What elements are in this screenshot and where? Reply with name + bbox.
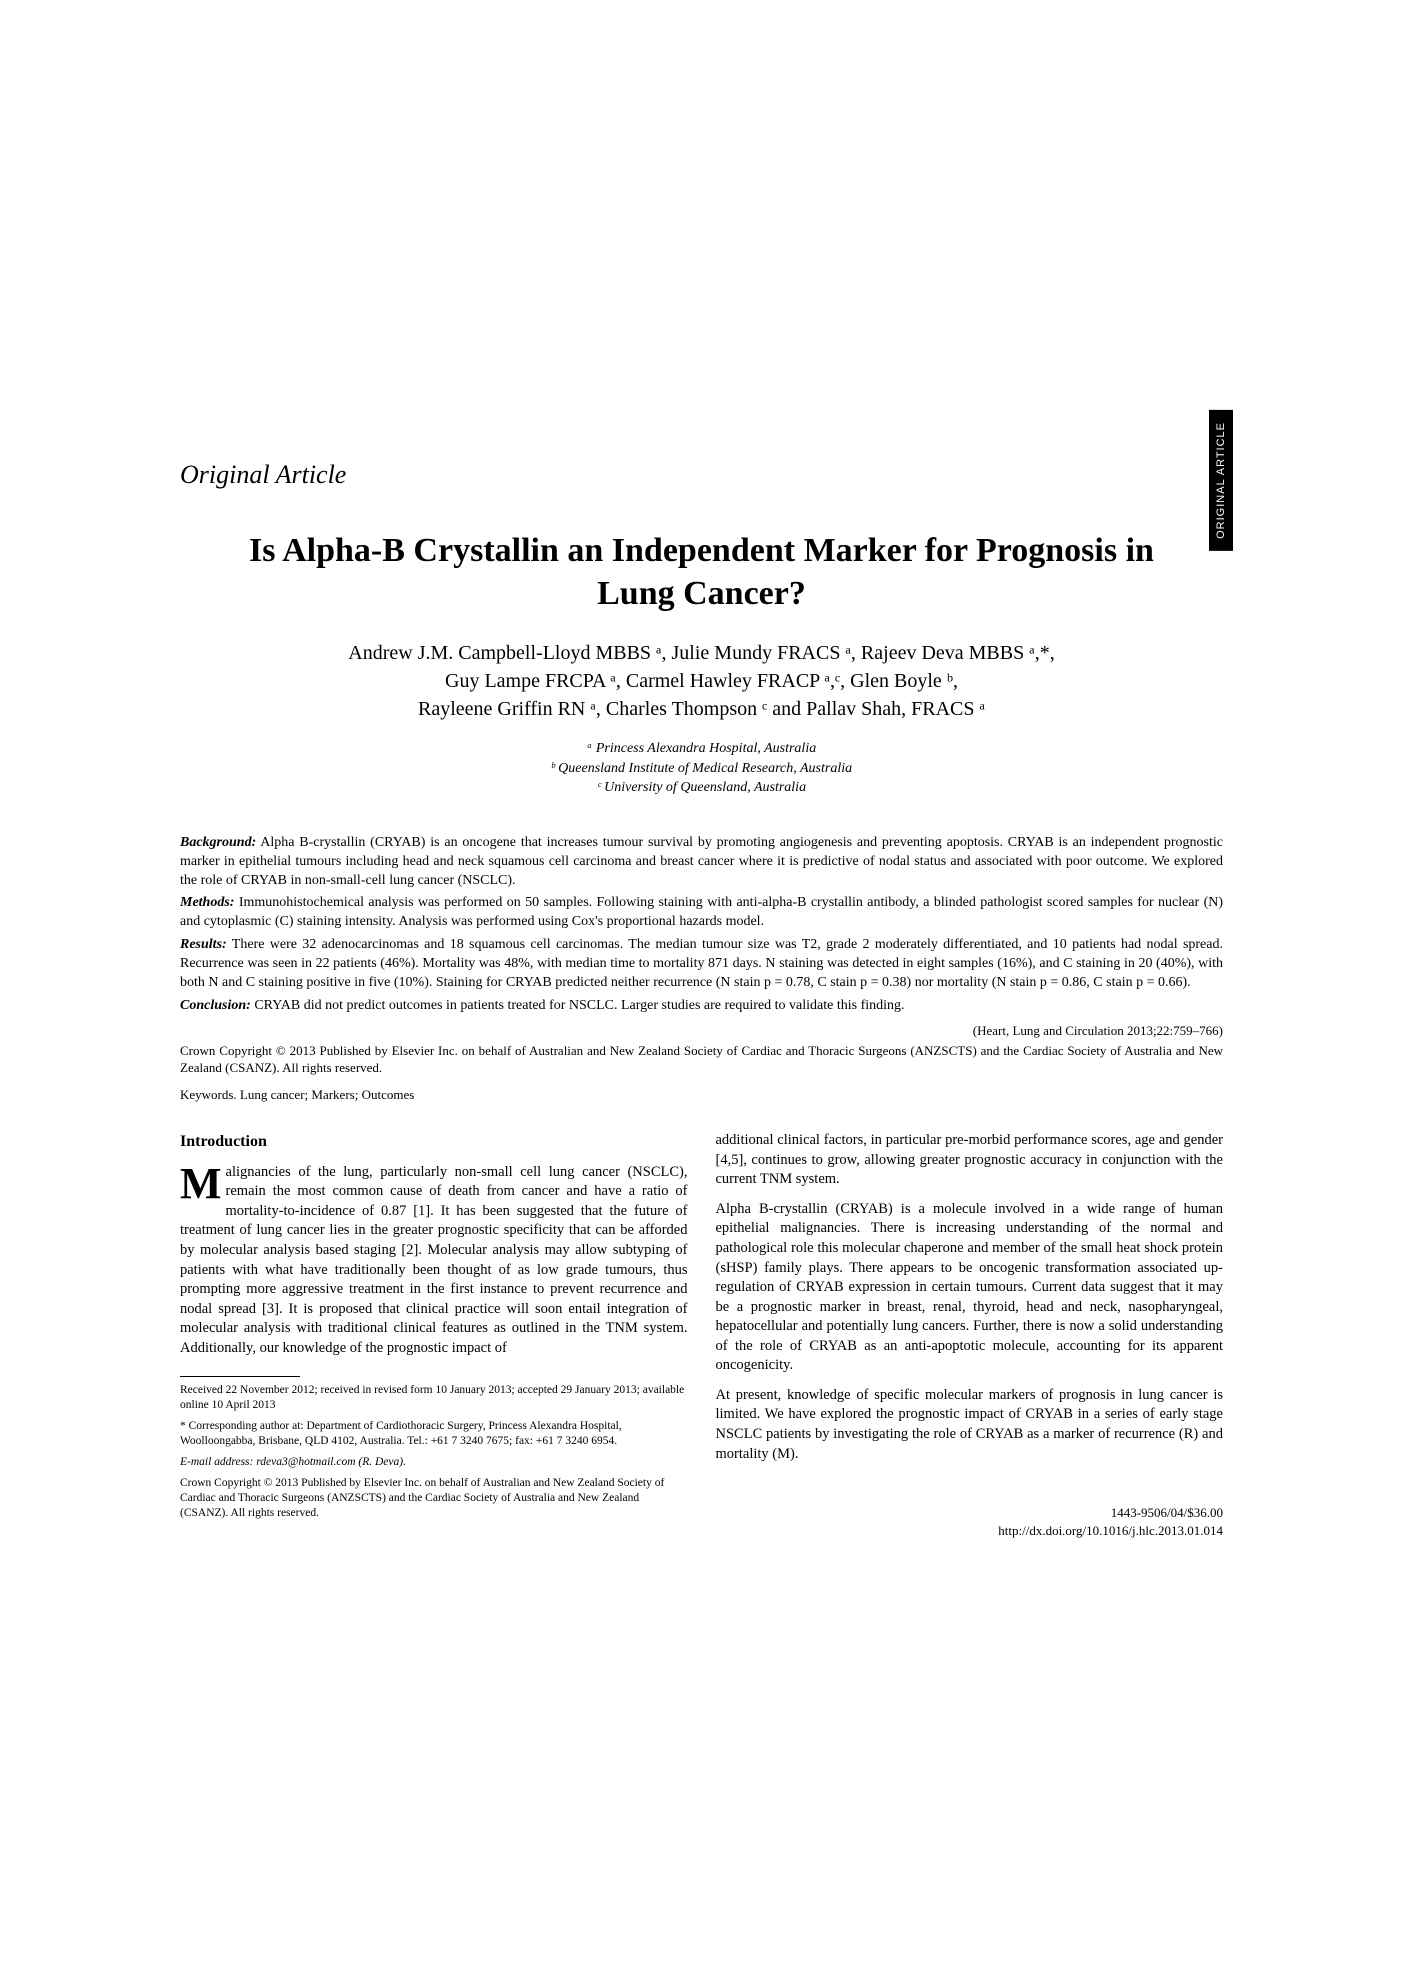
affiliation-c: ᶜ University of Queensland, Australia — [180, 778, 1223, 798]
conclusion-label: Conclusion: — [180, 998, 251, 1013]
intro-p4: At present, knowledge of specific molecu… — [716, 1386, 1224, 1464]
footnote-email: E-mail address: rdeva3@hotmail.com (R. D… — [180, 1455, 688, 1470]
conclusion-text: CRYAB did not predict outcomes in patien… — [254, 998, 904, 1013]
background-label: Background: — [180, 835, 256, 850]
doi: http://dx.doi.org/10.1016/j.hlc.2013.01.… — [716, 1522, 1224, 1540]
results-label: Results: — [180, 937, 227, 952]
keywords: Keywords. Lung cancer; Markers; Outcomes — [180, 1087, 1223, 1103]
body-columns: Introduction Malignancies of the lung, p… — [180, 1131, 1223, 1539]
intro-p1: Malignancies of the lung, particularly n… — [180, 1163, 688, 1359]
background-text: Alpha B-crystallin (CRYAB) is an oncogen… — [180, 835, 1223, 888]
article-title: Is Alpha-B Crystallin an Independent Mar… — [180, 530, 1223, 615]
article-type: Original Article — [180, 460, 1223, 490]
authors-line-3: Rayleene Griffin RN ᵃ, Charles Thompson … — [180, 695, 1223, 723]
footer-right: 1443-9506/04/$36.00 http://dx.doi.org/10… — [716, 1504, 1224, 1539]
footnote-corresponding: * Corresponding author at: Department of… — [180, 1419, 688, 1449]
footnote-copyright: Crown Copyright © 2013 Published by Else… — [180, 1476, 688, 1521]
intro-p3: Alpha B-crystallin (CRYAB) is a molecule… — [716, 1200, 1224, 1376]
intro-heading: Introduction — [180, 1131, 688, 1153]
right-column: additional clinical factors, in particul… — [716, 1131, 1224, 1539]
affiliation-a: ᵃ Princess Alexandra Hospital, Australia — [180, 739, 1223, 759]
citation: (Heart, Lung and Circulation 2013;22:759… — [180, 1022, 1223, 1040]
results-text: There were 32 adenocarcinomas and 18 squ… — [180, 937, 1223, 990]
footnote-rule — [180, 1376, 300, 1377]
issn: 1443-9506/04/$36.00 — [716, 1504, 1224, 1522]
methods-label: Methods: — [180, 895, 234, 910]
authors-line-2: Guy Lampe FRCPA ᵃ, Carmel Hawley FRACP ᵃ… — [180, 667, 1223, 695]
authors-line-1: Andrew J.M. Campbell-Lloyd MBBS ᵃ, Julie… — [180, 639, 1223, 667]
intro-p2: additional clinical factors, in particul… — [716, 1131, 1224, 1190]
affiliations: ᵃ Princess Alexandra Hospital, Australia… — [180, 739, 1223, 798]
dropcap: M — [180, 1163, 226, 1202]
authors-block: Andrew J.M. Campbell-Lloyd MBBS ᵃ, Julie… — [180, 639, 1223, 723]
affiliation-b: ᵇ Queensland Institute of Medical Resear… — [180, 759, 1223, 779]
methods-text: Immunohistochemical analysis was perform… — [180, 895, 1223, 929]
abstract-copyright: Crown Copyright © 2013 Published by Else… — [180, 1043, 1223, 1077]
intro-p1-text: alignancies of the lung, particularly no… — [180, 1164, 688, 1356]
side-tab: ORIGINAL ARTICLE — [1209, 410, 1233, 551]
footnote-received: Received 22 November 2012; received in r… — [180, 1383, 688, 1413]
left-column: Introduction Malignancies of the lung, p… — [180, 1131, 688, 1539]
abstract: Background: Alpha B-crystallin (CRYAB) i… — [180, 834, 1223, 1077]
